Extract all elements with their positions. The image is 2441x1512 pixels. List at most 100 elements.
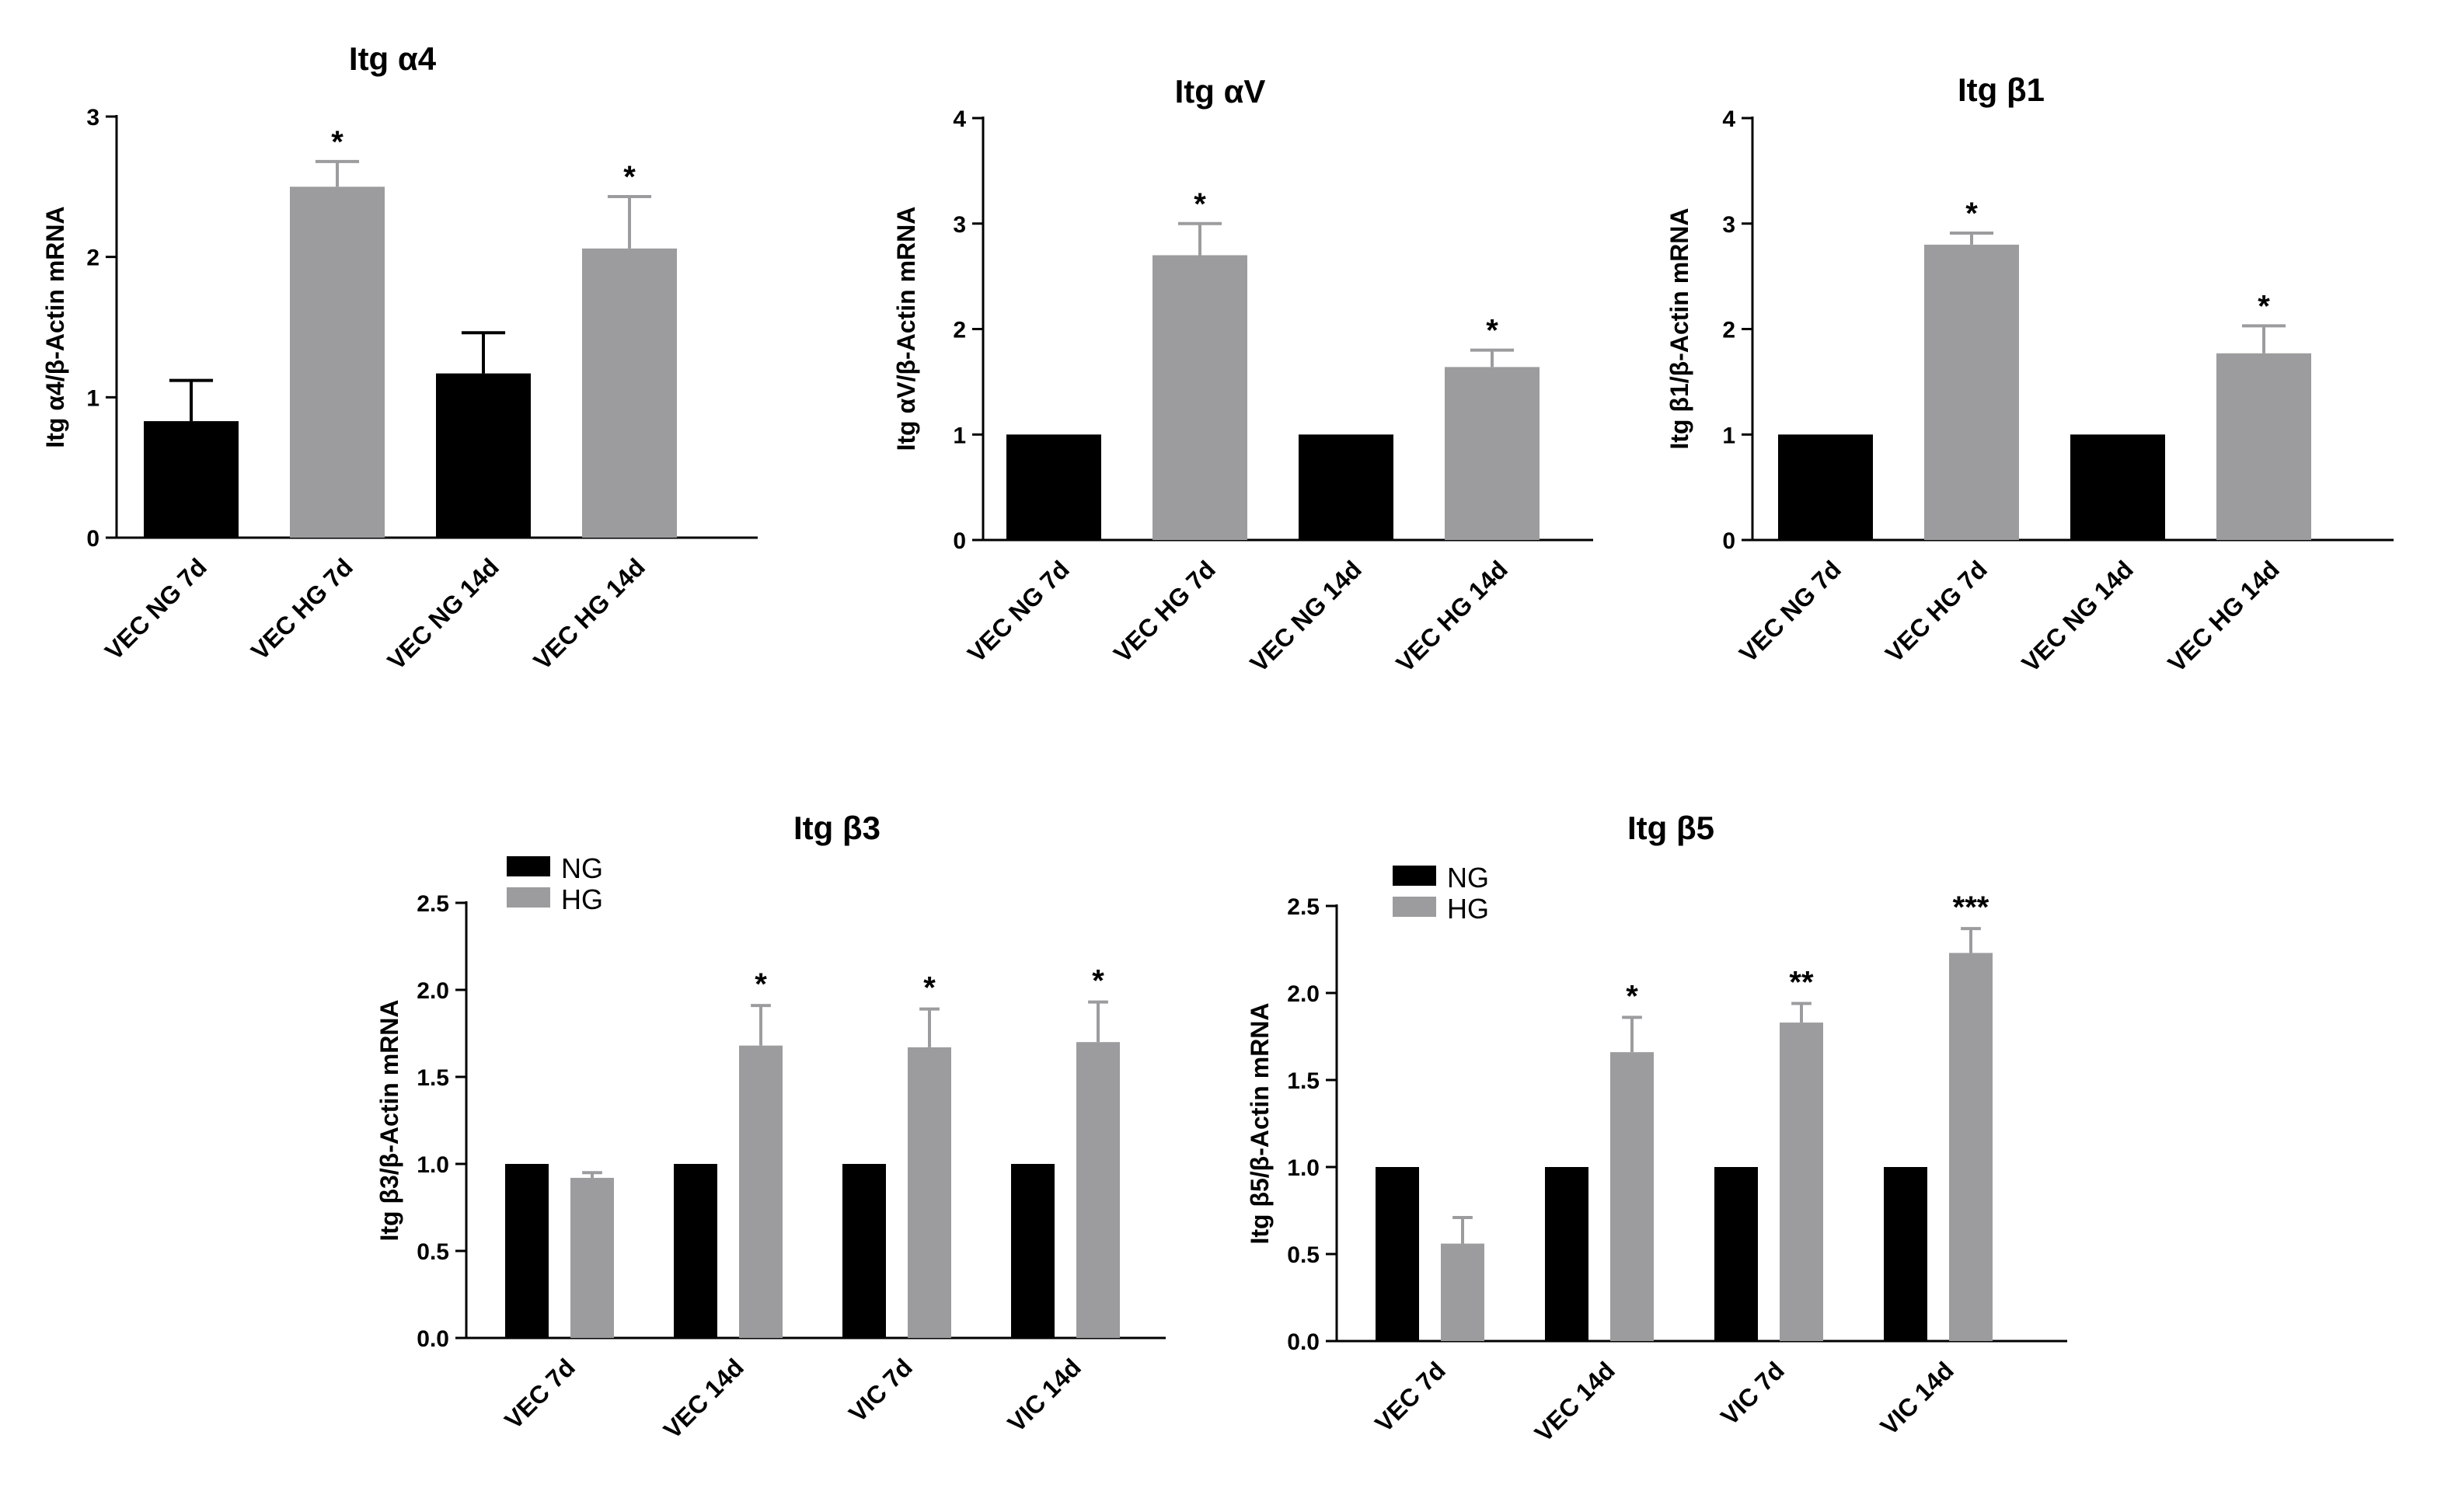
y-tick-label: 3 bbox=[86, 105, 99, 131]
x-category-label: VEC NG 7d bbox=[1734, 555, 1846, 667]
y-tick-label: 0 bbox=[86, 526, 99, 552]
y-tick-label: 1 bbox=[86, 385, 99, 411]
x-category-label: VEC HG 14d bbox=[1390, 555, 1512, 677]
bar-ng bbox=[842, 1164, 886, 1338]
y-axis-label: Itg α4/β-Actin mRNA bbox=[41, 206, 69, 448]
bar-ng bbox=[1545, 1167, 1588, 1341]
bar-ng bbox=[1778, 434, 1873, 540]
y-tick-label: 4 bbox=[953, 106, 966, 132]
y-tick-label: 2 bbox=[1722, 318, 1735, 343]
x-category-label: VIC 14d bbox=[1874, 1356, 1958, 1440]
chart-itg-a4: Itg α4 Itg α4/β-Actin mRNA 0 1 2 3 VEC NG 7d * V… bbox=[41, 40, 758, 675]
bar-hg bbox=[2216, 353, 2311, 540]
y-tick-label: 3 bbox=[953, 212, 966, 238]
bar-hg bbox=[1445, 367, 1540, 540]
chart-panel-itg-b5: Itg β5 Itg β5/β-Actin mRNA 0.0 0.5 1.0 1.5 2.0… bbox=[1212, 777, 2114, 1508]
chart-title: Itg β3 bbox=[793, 810, 881, 846]
x-category-label: VIC 7d bbox=[1715, 1356, 1790, 1430]
x-category-label: VEC 14d bbox=[1529, 1356, 1620, 1447]
legend-swatch-hg bbox=[1393, 897, 1436, 917]
y-tick-label: 2.5 bbox=[1287, 894, 1320, 920]
y-tick-label: 0.0 bbox=[1287, 1329, 1320, 1355]
significance-marker: * bbox=[923, 971, 936, 1005]
significance-marker: *** bbox=[1953, 890, 1989, 925]
bar-ng bbox=[2070, 434, 2165, 540]
y-tick-label: 2 bbox=[86, 246, 99, 271]
legend-swatch-hg bbox=[507, 887, 550, 908]
bar-hg bbox=[1610, 1052, 1654, 1341]
x-category-label: VEC HG 7d bbox=[1108, 555, 1221, 667]
x-category-label: VEC HG 14d bbox=[528, 552, 650, 674]
y-axis-label: Itg β1/β-Actin mRNA bbox=[1665, 207, 1693, 449]
chart-panel-itg-b1: Itg β1 Itg β1/β-Actin mRNA 0 1 2 3 4 VEC NG 7d *… bbox=[1632, 0, 2441, 746]
x-category-label: VEC NG 14d bbox=[382, 552, 504, 674]
legend-label-ng: NG bbox=[561, 852, 603, 884]
bar-hg bbox=[582, 248, 677, 538]
x-category-label: VEC NG 7d bbox=[962, 555, 1075, 667]
chart-itg-b1: Itg β1 Itg β1/β-Actin mRNA 0 1 2 3 4 VEC NG 7d *… bbox=[1665, 71, 2394, 678]
x-category-label: VEC 7d bbox=[1369, 1356, 1451, 1437]
bar-hg bbox=[290, 186, 385, 538]
legend-label-ng: NG bbox=[1447, 862, 1489, 894]
bar-ng bbox=[1006, 434, 1101, 540]
chart-panel-itg-b3: Itg β3 Itg β3/β-Actin mRNA 0.0 0.5 1.0 1.5 2.0… bbox=[342, 777, 1228, 1508]
x-category-label: VEC NG 14d bbox=[2016, 555, 2138, 677]
chart-itg-av: Itg αV Itg αV/β-Actin mRNA 0 1 2 3 4 VEC NG 7d *… bbox=[892, 73, 1593, 678]
bar-ng bbox=[1299, 434, 1393, 540]
bar-ng bbox=[436, 373, 531, 538]
y-tick-label: 4 bbox=[1722, 106, 1735, 132]
y-tick-label: 2.5 bbox=[417, 891, 449, 917]
y-tick-label: 1 bbox=[953, 423, 966, 448]
bar-hg bbox=[570, 1177, 614, 1338]
chart-title: Itg β1 bbox=[1958, 71, 2045, 108]
x-category-label: VIC 7d bbox=[843, 1353, 918, 1427]
y-tick-label: 0 bbox=[953, 528, 966, 554]
significance-marker: * bbox=[623, 160, 636, 194]
x-category-label: VEC 7d bbox=[499, 1353, 581, 1434]
bar-hg bbox=[1441, 1243, 1484, 1341]
legend-label-hg: HG bbox=[561, 883, 603, 915]
bar-hg bbox=[1153, 255, 1247, 540]
bar-ng bbox=[505, 1164, 549, 1338]
y-tick-label: 1.5 bbox=[1287, 1068, 1320, 1094]
chart-title: Itg β5 bbox=[1627, 810, 1714, 846]
y-axis-label: Itg β5/β-Actin mRNA bbox=[1246, 1002, 1274, 1244]
bar-hg bbox=[739, 1045, 783, 1338]
y-axis-label: Itg αV/β-Actin mRNA bbox=[892, 207, 920, 451]
bar-ng bbox=[1011, 1164, 1055, 1338]
x-category-label: VEC HG 7d bbox=[246, 552, 358, 665]
y-tick-label: 0 bbox=[1722, 528, 1735, 554]
significance-marker: * bbox=[755, 967, 767, 1002]
significance-marker: * bbox=[1486, 314, 1498, 348]
y-tick-label: 1 bbox=[1722, 423, 1735, 448]
y-tick-label: 0.0 bbox=[417, 1326, 449, 1352]
legend-swatch-ng bbox=[1393, 866, 1436, 886]
y-axis-label: Itg β3/β-Actin mRNA bbox=[375, 999, 403, 1241]
bar-hg bbox=[908, 1047, 951, 1338]
y-tick-label: 1.0 bbox=[417, 1152, 449, 1178]
chart-title: Itg α4 bbox=[349, 40, 437, 77]
bar-ng bbox=[1714, 1167, 1758, 1341]
legend-swatch-ng bbox=[507, 856, 550, 876]
chart-title: Itg αV bbox=[1175, 73, 1266, 110]
x-category-label: VEC NG 7d bbox=[99, 552, 212, 665]
significance-marker: ** bbox=[1789, 965, 1814, 999]
chart-panel-itg-a4: Itg α4 Itg α4/β-Actin mRNA 0 1 2 3 VEC NG 7d * V… bbox=[0, 0, 816, 746]
bar-ng bbox=[1884, 1167, 1927, 1341]
x-category-label: VEC HG 7d bbox=[1880, 555, 1993, 667]
chart-panel-itg-av: Itg αV Itg αV/β-Actin mRNA 0 1 2 3 4 VEC NG 7d *… bbox=[816, 0, 1632, 746]
y-tick-label: 0.5 bbox=[1287, 1242, 1320, 1268]
legend-label-hg: HG bbox=[1447, 893, 1489, 925]
y-tick-label: 2.0 bbox=[417, 978, 449, 1004]
significance-marker: * bbox=[331, 125, 343, 159]
significance-marker: * bbox=[2258, 289, 2270, 323]
bar-hg bbox=[1076, 1042, 1120, 1338]
bar-hg bbox=[1780, 1023, 1823, 1341]
x-category-label: VIC 14d bbox=[1002, 1353, 1086, 1437]
y-tick-label: 2 bbox=[953, 318, 966, 343]
bar-ng bbox=[674, 1164, 717, 1338]
y-tick-label: 2.0 bbox=[1287, 981, 1320, 1007]
y-tick-label: 3 bbox=[1722, 212, 1735, 238]
chart-itg-b5: Itg β5 Itg β5/β-Actin mRNA 0.0 0.5 1.0 1.5 2.0… bbox=[1246, 810, 2067, 1448]
bar-hg bbox=[1924, 244, 2019, 540]
